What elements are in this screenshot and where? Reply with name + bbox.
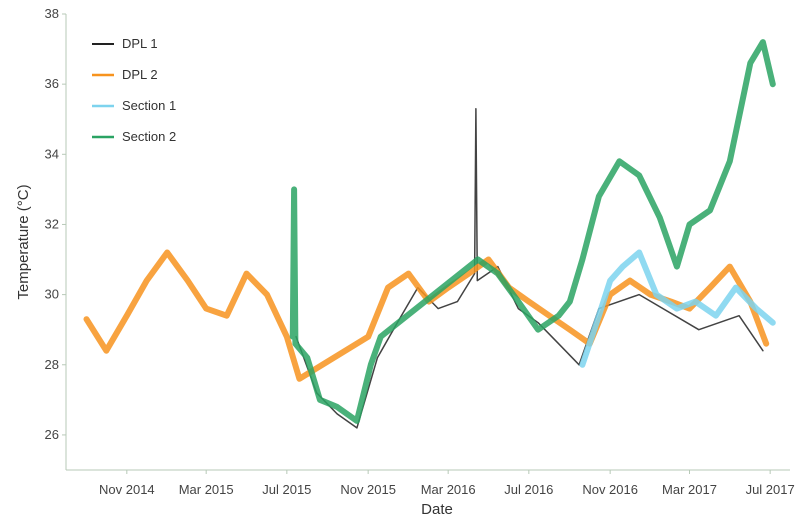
x-tick-label: Jul 2015 — [262, 482, 311, 497]
series-line-section-2 — [289, 39, 776, 424]
legend-item-section-2: Section 2 — [92, 129, 176, 144]
legend-label: Section 1 — [122, 98, 176, 113]
y-tick-label: 28 — [45, 357, 59, 372]
y-tick-label: 36 — [45, 76, 59, 91]
legend-label: DPL 1 — [122, 36, 158, 51]
y-tick-label: 30 — [45, 287, 59, 302]
x-axis-ticks: Nov 2014 Mar 2015 Jul 2015 Nov 2015 Mar 2016… — [99, 470, 795, 497]
y-tick-label: 32 — [45, 216, 59, 231]
x-tick-label: Mar 2016 — [421, 482, 476, 497]
y-axis-title: Temperature (°C) — [15, 184, 32, 299]
legend-item-section-1: Section 1 — [92, 98, 176, 113]
series-section-1 — [579, 249, 776, 368]
legend: DPL 1 DPL 2 Section 1 Section 2 — [92, 36, 176, 144]
legend-label: DPL 2 — [122, 67, 158, 82]
series-line-dpl-2 — [83, 249, 770, 382]
x-tick-label: Nov 2016 — [582, 482, 638, 497]
y-tick-label: 34 — [45, 146, 59, 161]
legend-label: Section 2 — [122, 129, 176, 144]
x-tick-label: Nov 2014 — [99, 482, 155, 497]
x-tick-label: Nov 2015 — [340, 482, 396, 497]
series-line-section-1 — [579, 249, 776, 368]
x-tick-label: Mar 2017 — [662, 482, 717, 497]
legend-item-dpl-2: DPL 2 — [92, 67, 158, 82]
y-tick-label: 26 — [45, 427, 59, 442]
x-tick-label: Mar 2015 — [179, 482, 234, 497]
y-tick-label: 38 — [45, 6, 59, 21]
series-dpl-1 — [295, 107, 764, 429]
series-section-2 — [289, 39, 776, 424]
series-line-dpl-1 — [295, 107, 764, 429]
x-tick-label: Jul 2017 — [746, 482, 795, 497]
series-layer — [83, 39, 776, 429]
y-axis-ticks: 26 28 30 32 34 36 38 — [45, 6, 66, 442]
series-dpl-2 — [83, 249, 770, 382]
x-axis-title: Date — [421, 501, 453, 518]
x-tick-label: Jul 2016 — [504, 482, 553, 497]
legend-item-dpl-1: DPL 1 — [92, 36, 158, 51]
